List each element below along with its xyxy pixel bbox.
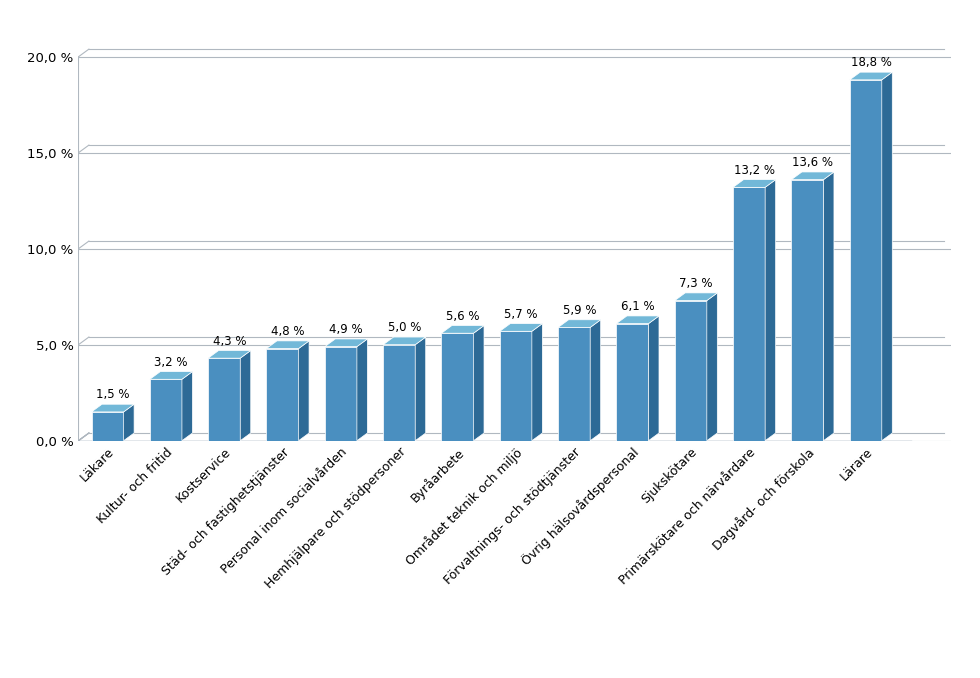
Polygon shape: [267, 341, 309, 348]
Polygon shape: [558, 327, 590, 441]
Polygon shape: [850, 72, 892, 80]
Polygon shape: [733, 187, 765, 441]
Polygon shape: [441, 333, 473, 441]
Polygon shape: [675, 300, 707, 441]
Polygon shape: [616, 323, 649, 441]
Polygon shape: [558, 320, 601, 327]
Polygon shape: [675, 293, 717, 300]
Polygon shape: [707, 293, 717, 441]
Polygon shape: [590, 320, 601, 441]
Text: 7,3 %: 7,3 %: [679, 277, 712, 290]
Polygon shape: [182, 372, 192, 441]
Polygon shape: [473, 325, 484, 441]
Polygon shape: [765, 180, 775, 441]
Polygon shape: [383, 344, 416, 441]
Polygon shape: [416, 337, 425, 441]
Text: 1,5 %: 1,5 %: [96, 388, 129, 401]
Polygon shape: [792, 180, 823, 441]
Polygon shape: [357, 339, 368, 441]
Polygon shape: [383, 337, 425, 344]
Text: 5,6 %: 5,6 %: [446, 310, 479, 323]
Polygon shape: [150, 372, 192, 379]
Polygon shape: [733, 180, 775, 187]
Polygon shape: [208, 351, 251, 358]
Polygon shape: [649, 316, 659, 441]
Text: 13,6 %: 13,6 %: [792, 156, 833, 169]
Polygon shape: [91, 412, 123, 441]
Polygon shape: [240, 351, 251, 441]
Polygon shape: [850, 80, 882, 441]
Polygon shape: [91, 404, 134, 412]
Polygon shape: [500, 323, 542, 332]
Polygon shape: [823, 172, 834, 441]
Polygon shape: [324, 346, 357, 441]
Text: 4,8 %: 4,8 %: [271, 325, 305, 338]
Text: 18,8 %: 18,8 %: [851, 56, 892, 69]
Polygon shape: [123, 404, 134, 441]
Polygon shape: [500, 332, 532, 441]
Text: 13,2 %: 13,2 %: [734, 164, 775, 177]
Polygon shape: [208, 358, 240, 441]
Text: 4,3 %: 4,3 %: [213, 335, 246, 348]
Text: 3,2 %: 3,2 %: [155, 356, 188, 369]
Polygon shape: [267, 348, 299, 441]
Text: 5,7 %: 5,7 %: [505, 308, 538, 321]
Polygon shape: [532, 323, 542, 441]
Polygon shape: [441, 325, 484, 333]
Text: 5,9 %: 5,9 %: [563, 304, 596, 317]
Polygon shape: [616, 316, 659, 323]
Polygon shape: [324, 339, 368, 346]
Text: 5,0 %: 5,0 %: [388, 321, 421, 334]
Polygon shape: [882, 72, 892, 441]
Polygon shape: [792, 172, 834, 180]
Polygon shape: [299, 341, 309, 441]
Polygon shape: [150, 379, 182, 441]
Text: 6,1 %: 6,1 %: [621, 300, 655, 313]
Text: 4,9 %: 4,9 %: [329, 323, 363, 336]
